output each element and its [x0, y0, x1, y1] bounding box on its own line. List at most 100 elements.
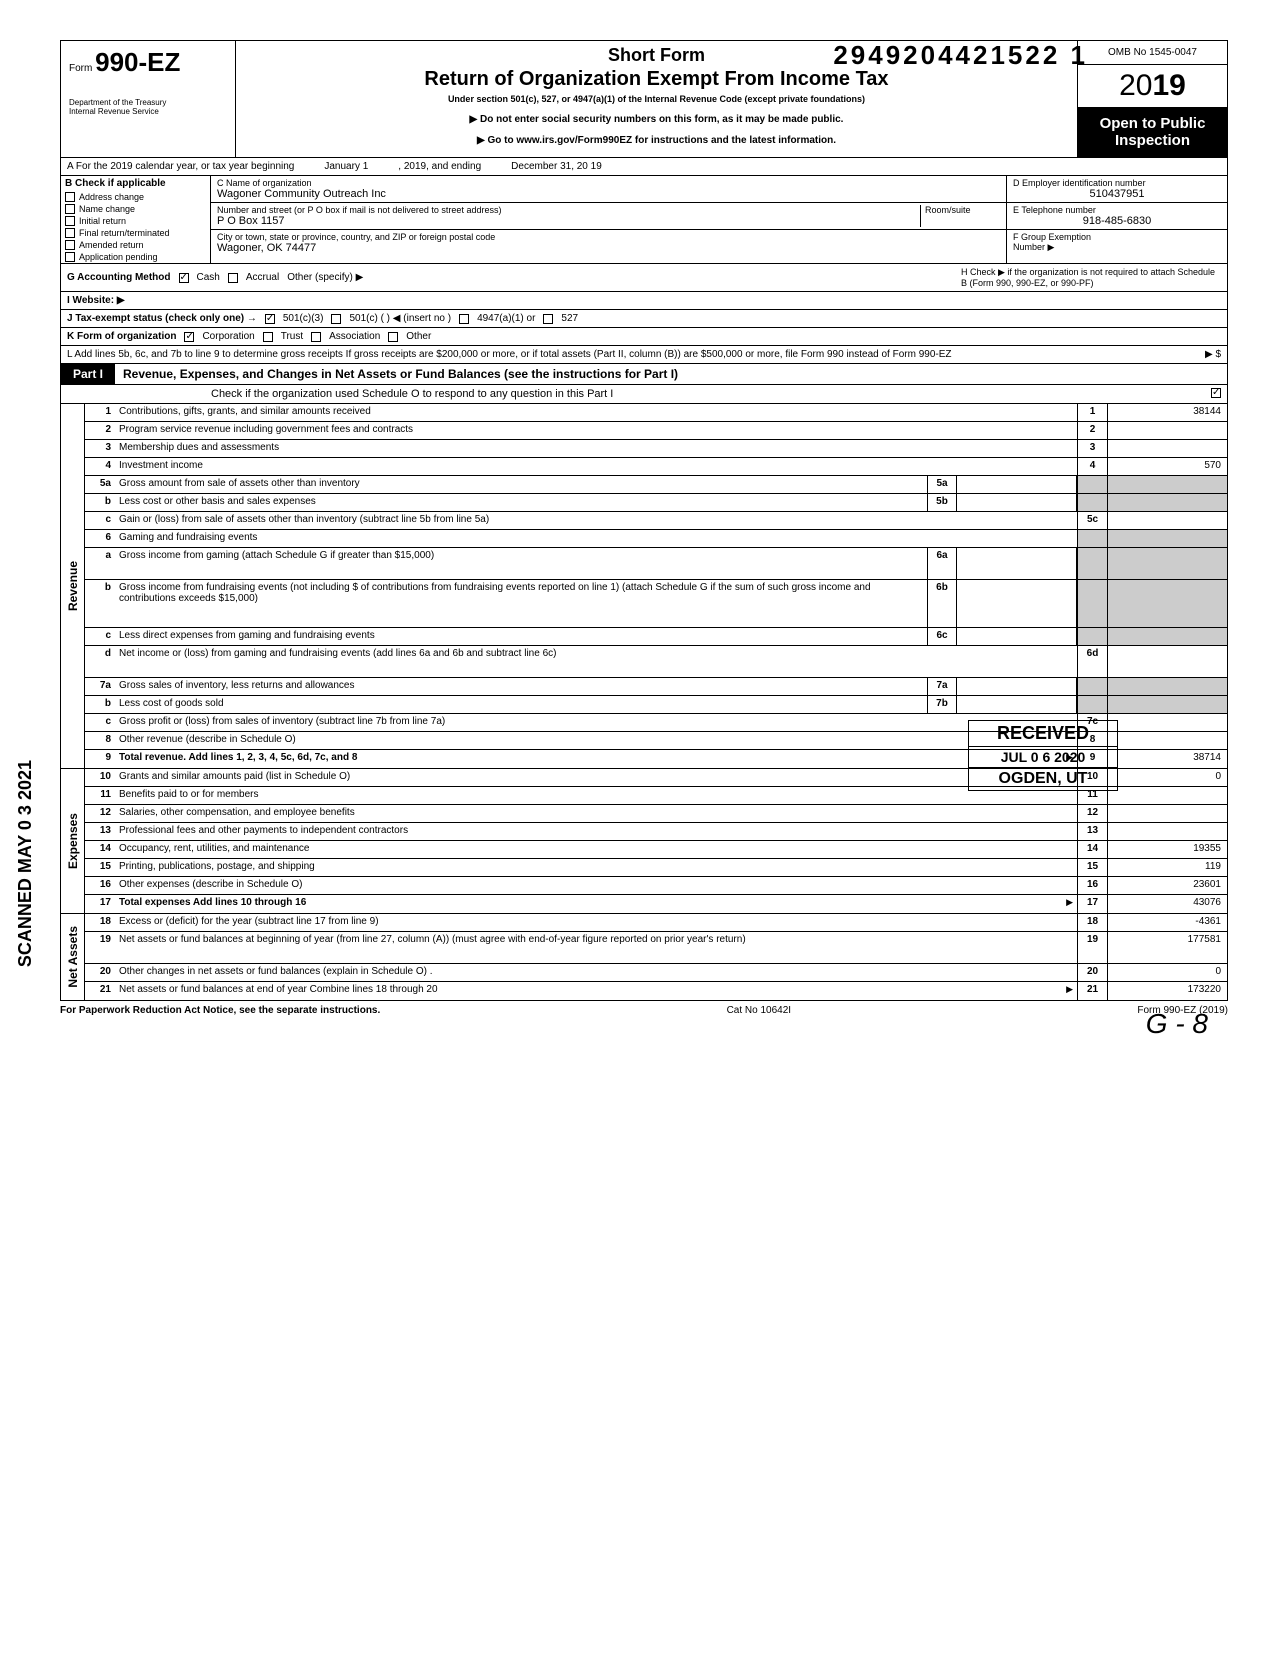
ln6-rval [1107, 530, 1227, 547]
ln7b-rnum [1077, 696, 1107, 713]
ln18-desc: Excess or (deficit) for the year (subtra… [115, 914, 1077, 931]
ln6c-num: c [85, 628, 115, 645]
line-13: 13Professional fees and other payments t… [85, 823, 1227, 841]
g-other: Other (specify) ▶ [287, 272, 363, 283]
stamp-loc: OGDEN, UT [969, 767, 1117, 790]
ln7c-desc: Gross profit or (loss) from sales of inv… [115, 714, 1077, 731]
part1-header: Part I Revenue, Expenses, and Changes in… [60, 363, 1228, 385]
j-4: 527 [561, 313, 578, 324]
info-block: B Check if applicable Address change Nam… [60, 175, 1228, 263]
ln12-num: 12 [85, 805, 115, 822]
ln12-desc: Salaries, other compensation, and employ… [115, 805, 1077, 822]
ln7a-rval [1107, 678, 1227, 695]
chk-final-return[interactable]: Final return/terminated [61, 227, 210, 239]
ln17-val: 43076 [1107, 895, 1227, 913]
chk-name-change[interactable]: Name change [61, 203, 210, 215]
ln6a-rnum [1077, 548, 1107, 579]
ln8-num: 8 [85, 732, 115, 749]
footer-left: For Paperwork Reduction Act Notice, see … [60, 1005, 380, 1016]
ln15-val: 119 [1107, 859, 1227, 876]
ln12-rnum: 12 [1077, 805, 1107, 822]
chk-application-pending[interactable]: Application pending [61, 251, 210, 263]
h-text: H Check ▶ if the organization is not req… [961, 267, 1221, 288]
chk-assoc[interactable] [311, 332, 321, 342]
c-name-hdr: C Name of organization [217, 178, 1000, 188]
ln7c-val [1107, 714, 1227, 731]
line-3: 3Membership dues and assessments3 [85, 440, 1227, 458]
ln4-val: 570 [1107, 458, 1227, 475]
chk-address-change[interactable]: Address change [61, 191, 210, 203]
year-20: 20 [1119, 69, 1152, 102]
chk-other[interactable] [388, 332, 398, 342]
form-num-big: 990-EZ [95, 47, 180, 77]
ln6-rnum [1077, 530, 1107, 547]
ln19-rnum: 19 [1077, 932, 1107, 963]
chk-amended-return[interactable]: Amended return [61, 239, 210, 251]
ln3-num: 3 [85, 440, 115, 457]
stamp-date: JUL 0 6 2020 [969, 746, 1117, 767]
chk-schedule-o[interactable] [1211, 388, 1221, 398]
chk-501c[interactable] [331, 314, 341, 324]
ln18-val: -4361 [1107, 914, 1227, 931]
line-17: 17 Total expenses Add lines 10 through 16… [85, 895, 1227, 913]
j-label: J Tax-exempt status (check only one) → [67, 313, 257, 324]
g-cash: Cash [197, 272, 220, 283]
ln1-desc: Contributions, gifts, grants, and simila… [115, 404, 1077, 421]
chk-501c3[interactable] [265, 314, 275, 324]
header-right: OMB No 1545-0047 2019 Open to Public Ins… [1077, 41, 1227, 157]
checkbox-icon [65, 240, 75, 250]
j-2: 501(c) ( ) ◀ (insert no ) [349, 313, 451, 324]
c-city-cell: City or town, state or province, country… [211, 230, 1006, 256]
check-o-text: Check if the organization used Schedule … [211, 388, 613, 400]
ln6c-mnum: 6c [927, 628, 957, 645]
chk-4947[interactable] [459, 314, 469, 324]
chk-cash[interactable] [179, 273, 189, 283]
ln17-rnum: 17 [1077, 895, 1107, 913]
ln6b-mval [957, 580, 1077, 627]
k-label: K Form of organization [67, 331, 176, 342]
d-ein-cell: D Employer identification number 5104379… [1007, 176, 1227, 203]
chk-initial-return[interactable]: Initial return [61, 215, 210, 227]
l-text: L Add lines 5b, 6c, and 7b to line 9 to … [67, 349, 1197, 360]
ln6c-mval [957, 628, 1077, 645]
ln4-desc: Investment income [115, 458, 1077, 475]
ln6a-num: a [85, 548, 115, 579]
line-19: 19Net assets or fund balances at beginni… [85, 932, 1227, 964]
ln21-text: Net assets or fund balances at end of ye… [119, 984, 438, 995]
chk-corp[interactable] [184, 332, 194, 342]
j-3: 4947(a)(1) or [477, 313, 535, 324]
line-7b: bLess cost of goods sold7b [85, 696, 1227, 714]
ln17-bold: Total expenses Add lines 10 through 16 [119, 897, 306, 908]
ln2-val [1107, 422, 1227, 439]
c-room-hdr: Room/suite [920, 205, 1000, 227]
ln13-desc: Professional fees and other payments to … [115, 823, 1077, 840]
row-g: G Accounting Method Cash Accrual Other (… [60, 263, 1228, 291]
ln19-num: 19 [85, 932, 115, 963]
chk-trust[interactable] [263, 332, 273, 342]
ln5b-rnum [1077, 494, 1107, 511]
ln2-num: 2 [85, 422, 115, 439]
ln7b-num: b [85, 696, 115, 713]
rowA-yr: , 20 19 [571, 161, 602, 172]
j-1: 501(c)(3) [283, 313, 324, 324]
ln5c-val [1107, 512, 1227, 529]
chk-527[interactable] [543, 314, 553, 324]
d-val: 510437951 [1013, 188, 1221, 200]
ln14-num: 14 [85, 841, 115, 858]
c-addr-cell: Number and street (or P O box if mail is… [211, 203, 1006, 230]
ln16-desc: Other expenses (describe in Schedule O) [115, 877, 1077, 894]
line-6a: aGross income from gaming (attach Schedu… [85, 548, 1227, 580]
part1-check-o: Check if the organization used Schedule … [60, 385, 1228, 404]
ln4-num: 4 [85, 458, 115, 475]
ln21-desc: Net assets or fund balances at end of ye… [115, 982, 1077, 1000]
checkbox-icon [65, 228, 75, 238]
f-sub: Number ▶ [1013, 242, 1221, 253]
col-b-checks: B Check if applicable Address change Nam… [61, 176, 211, 263]
form-number: Form 990-EZ [69, 47, 227, 78]
ln7a-desc: Gross sales of inventory, less returns a… [115, 678, 927, 695]
chk-accrual[interactable] [228, 273, 238, 283]
ln5a-mval [957, 476, 1077, 493]
note-url: ▶ Go to www.irs.gov/Form990EZ for instru… [246, 135, 1067, 146]
ln7c-num: c [85, 714, 115, 731]
ln7b-desc: Less cost of goods sold [115, 696, 927, 713]
